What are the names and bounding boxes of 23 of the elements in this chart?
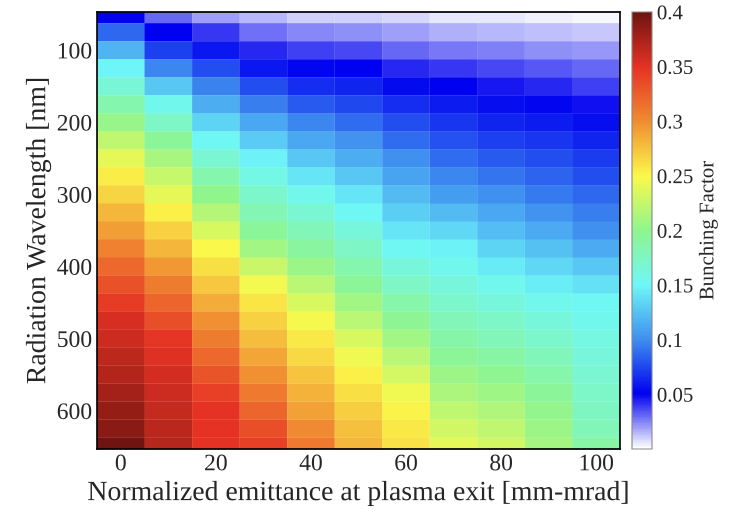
color-bar-label: 0.2	[658, 224, 682, 238]
color-bar-label: 0.3	[658, 114, 682, 129]
y-tick-label: 100	[58, 42, 92, 59]
x-tick-label: 60	[395, 454, 417, 470]
x-tick-label: 80	[490, 454, 512, 470]
color-bar-label: 0.05	[658, 388, 693, 402]
color-bar-label: 0.1	[658, 333, 682, 348]
color-bar-title: Bunching Factor	[698, 160, 718, 300]
color-bar-label: 0.15	[658, 278, 693, 293]
color-bar-label: 0.25	[658, 169, 693, 184]
y-tick-label: 400	[57, 259, 92, 275]
x-tick-label: 20	[205, 454, 227, 470]
color-bar-label: 0.35	[658, 60, 693, 74]
x-axis-title: Normalized emittance at plasma exit [mm-mrad]	[88, 480, 628, 506]
y-tick-label: 600	[58, 403, 92, 420]
y-tick-label: 300	[58, 186, 92, 203]
x-tick-label: 0	[116, 454, 126, 470]
x-tick-label: 100	[580, 454, 614, 470]
y-tick-label: 200	[58, 114, 92, 131]
y-axis-title: Radiation Wavelength [nm]	[26, 78, 52, 384]
y-tick-label: 500	[58, 331, 92, 348]
x-tick-label: 40	[300, 454, 322, 470]
color-bar-label: 0.4	[658, 5, 683, 20]
